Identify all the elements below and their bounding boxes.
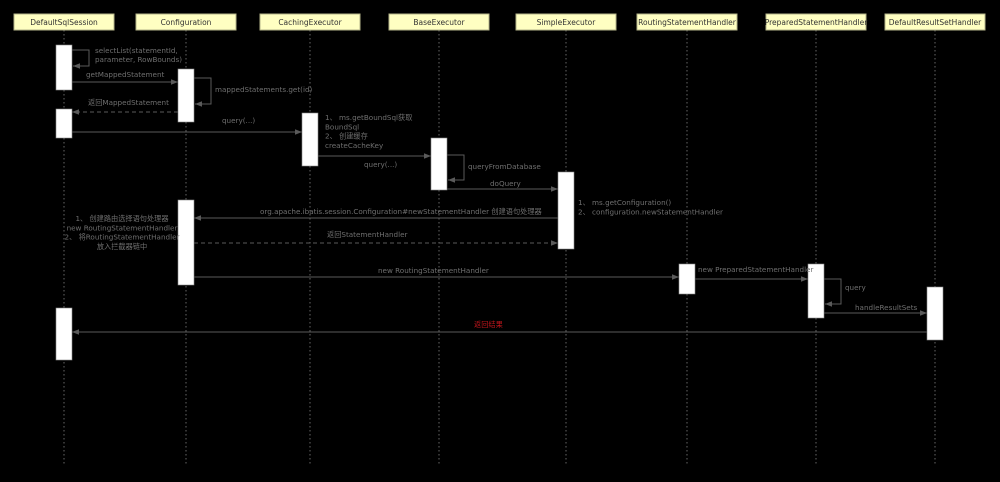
note-text: 1、 创建路由选择语句处理器 — [75, 214, 168, 223]
participant-label: SimpleExecutor — [537, 18, 597, 27]
note-text: new RoutingStatementHandler — [67, 223, 178, 232]
participant-label: PreparedStatementHandler — [765, 18, 868, 27]
activation-bar — [55, 44, 73, 91]
activation-bar — [177, 68, 195, 123]
activation-bar — [430, 137, 448, 191]
participant-header — [388, 13, 490, 31]
activation-bar — [926, 286, 944, 341]
activation-bar — [807, 263, 825, 319]
participant-label: CachingExecutor — [278, 18, 342, 27]
participant-label: RoutingStatementHandler — [638, 18, 737, 27]
participant-header — [13, 13, 115, 31]
self-message-arrow — [194, 77, 212, 107]
message-label: query — [845, 283, 866, 292]
message-label: 返回StatementHandler — [327, 230, 408, 239]
note-text: 2、 configuration.newStatementHandler — [578, 207, 723, 216]
message-label: mappedStatements.get(id) — [215, 85, 313, 94]
activation-bar — [678, 263, 696, 295]
activation-bar — [55, 108, 73, 139]
message-label: doQuery — [490, 179, 522, 188]
note-text: 1、 ms.getBoundSql获取 — [325, 113, 412, 122]
message-label: query(...) — [364, 160, 397, 169]
activation-bar — [557, 171, 575, 250]
participant-label: Configuration — [161, 18, 212, 27]
activation-bar — [301, 112, 319, 167]
note-text: 放入拦截器链中 — [97, 242, 147, 251]
message-label: queryFromDatabase — [468, 162, 541, 171]
message-label: parameter, RowBounds) — [95, 55, 182, 64]
participant-header — [259, 13, 361, 31]
participant-header — [765, 13, 867, 31]
self-message-arrow — [72, 49, 90, 69]
message-label: new PreparedStatementHandler — [698, 265, 813, 274]
note-text: 2、 创建缓存 — [325, 132, 368, 141]
message-label: 返回MappedStatement — [88, 98, 169, 107]
activation-bar — [177, 199, 195, 286]
participant-header — [515, 13, 617, 31]
participant-header — [636, 13, 738, 31]
message-label: getMappedStatement — [86, 70, 165, 79]
message-label: 返回结果 — [474, 320, 503, 329]
message-label: handleResultSets — [855, 303, 918, 312]
message-label: new RoutingStatementHandler — [378, 266, 489, 275]
participant-label: BaseExecutor — [413, 18, 465, 27]
self-message-arrow — [447, 154, 465, 183]
message-label: selectList(statementId, — [95, 46, 178, 55]
participant-header — [135, 13, 237, 31]
message-label: org.apache.ibatis.session.Configuration#… — [260, 207, 542, 216]
note-text: createCacheKey — [325, 141, 384, 150]
note-text: BoundSql — [325, 122, 359, 131]
self-message-arrow — [824, 278, 842, 307]
participant-label: DefaultResultSetHandler — [889, 18, 982, 27]
note-text: 2、 将RoutingStatementHandler — [65, 233, 180, 242]
note-text: 1、 ms.getConfiguration() — [578, 198, 671, 207]
participant-header — [884, 13, 986, 31]
message-label: query(...) — [222, 116, 255, 125]
activation-bar — [55, 307, 73, 361]
participant-label: DefaultSqlSession — [30, 18, 98, 27]
